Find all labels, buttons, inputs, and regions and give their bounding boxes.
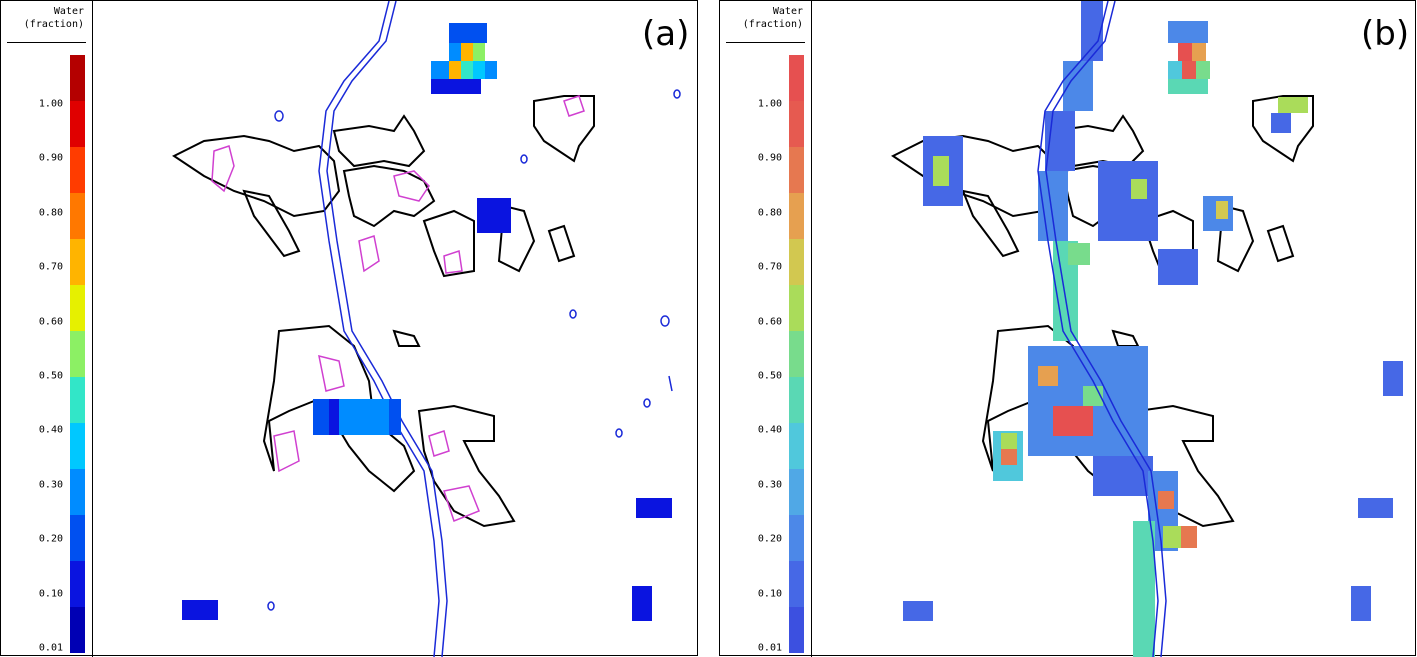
colorbar-bin [789,331,804,377]
colorbar-bin [789,377,804,423]
panel-label-a: (a) [642,14,689,54]
colorbar-bin [789,607,804,653]
legend-tick-label: 0.10 [38,588,63,600]
legend-tick-label: 0.20 [38,533,63,545]
river-a [318,1,448,657]
legend-tick-label: 0.80 [757,207,782,219]
colorbar-bin [789,469,804,515]
small-water-a [267,89,681,611]
colorbar-bin [789,239,804,285]
water-cells-b [903,1,1403,657]
colorbar-bin [789,55,804,101]
color-legend-b: Water (fraction) 1.00 0.90 0.80 0.70 0.60 0.5… [720,1,812,657]
lakes-a [211,95,585,522]
legend-tick-label: 0.60 [757,316,782,328]
map-a: (a) [172,1,689,657]
colorbar-bin [789,193,804,239]
panel-label-b: (b) [1361,14,1409,54]
legend-tick-label: 0.70 [757,261,782,273]
legend-title: Water (fraction) [23,6,84,30]
colorbar-bin [70,469,85,515]
colorbar-bin [789,101,804,147]
legend-tick-label: 1.00 [38,98,63,110]
colorbar-bin [789,285,804,331]
legend-tick-label: 0.70 [38,261,63,273]
colorbar-bin [70,147,85,193]
map-b: (b) [891,1,1409,657]
legend-ticks: 1.00 0.90 0.80 0.70 0.60 0.50 0.40 0.30 0.20 0.10… [1,1,69,657]
colorbar-bin [70,515,85,561]
legend-tick-label: 0.30 [38,479,63,491]
colorbar-bin [789,147,804,193]
colorbar-bin [789,423,804,469]
colorbar-bin [70,55,85,101]
colorbar-bin [70,193,85,239]
legend-tick-label: 0.40 [757,424,782,436]
colorbar-bin [70,377,85,423]
colorbar-bin [70,561,85,607]
legend-tick-label: 1.00 [757,98,782,110]
legend-tick-label: 0.40 [38,424,63,436]
map-panel-a: Water (fraction) 1.00 0.90 0.80 0.70 0.60 0.5… [0,0,698,657]
legend-tick-label: 0.01 [757,642,782,654]
legend-tick-label: 0.80 [38,207,63,219]
legend-tick-label: 0.50 [38,370,63,382]
legend-divider [7,42,86,43]
river-b [1037,1,1167,657]
colorbar-b [789,55,804,653]
coastline-a [172,95,595,528]
legend-tick-label: 0.30 [757,479,782,491]
colorbar-bin [70,607,85,653]
legend-tick-label: 0.01 [38,642,63,654]
legend-tick-label: 0.90 [757,152,782,164]
colorbar-bin [70,101,85,147]
water-cells-a [182,23,672,621]
legend-tick-label: 0.10 [757,588,782,600]
colorbar-bin [70,423,85,469]
legend-title: Water (fraction) [742,6,803,30]
colorbar-bin [70,331,85,377]
colorbar-bin [789,515,804,561]
legend-tick-label: 0.20 [757,533,782,545]
legend-divider [726,42,805,43]
legend-tick-label: 0.50 [757,370,782,382]
color-legend-a: Water (fraction) 1.00 0.90 0.80 0.70 0.60 0.5… [1,1,93,657]
colorbar-bin [789,561,804,607]
legend-tick-label: 0.60 [38,316,63,328]
colorbar-a [70,55,85,653]
colorbar-bin [70,239,85,285]
colorbar-bin [70,285,85,331]
map-panel-b: Water (fraction) 1.00 0.90 0.80 0.70 0.60 0.5… [719,0,1416,657]
legend-tick-label: 0.90 [38,152,63,164]
legend-ticks: 1.00 0.90 0.80 0.70 0.60 0.50 0.40 0.30 0.20 0.10… [720,1,788,657]
